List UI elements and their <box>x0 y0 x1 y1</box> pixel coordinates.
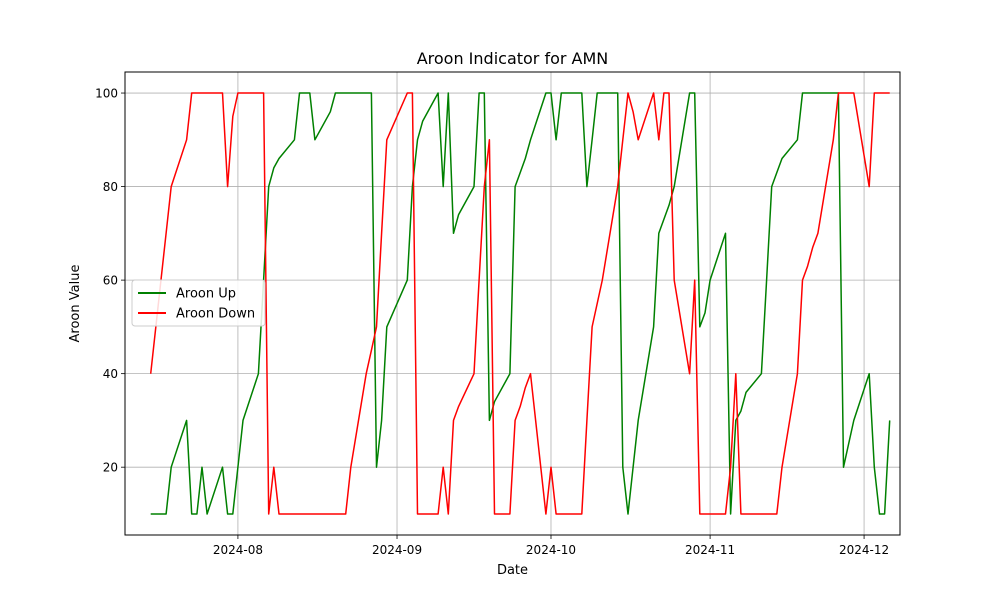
y-axis-label: Aroon Value <box>68 265 83 343</box>
x-tick-label: 2024-12 <box>839 543 889 557</box>
y-tick-label: 80 <box>103 180 118 194</box>
legend-label-aroon-down: Aroon Down <box>176 307 255 322</box>
y-tick-label: 100 <box>95 87 118 101</box>
chart-title: Aroon Indicator for AMN <box>417 49 609 68</box>
x-tick-label: 2024-10 <box>526 543 576 557</box>
x-tick-label: 2024-09 <box>372 543 422 557</box>
x-tick-label: 2024-08 <box>213 543 263 557</box>
legend-box <box>131 279 266 327</box>
legend: Aroon Up Aroon Down <box>131 279 266 327</box>
legend-label-aroon-up: Aroon Up <box>176 287 236 302</box>
y-tick-label: 20 <box>103 461 118 475</box>
y-tick-label: 40 <box>103 367 118 381</box>
x-axis-ticks: 2024-08 2024-09 2024-10 2024-11 2024-12 <box>213 535 889 557</box>
y-axis-ticks: 20 40 60 80 100 <box>95 87 125 475</box>
plot-frame <box>124 71 901 536</box>
x-axis-label: Date <box>497 563 528 578</box>
x-tick-label: 2024-11 <box>685 543 735 557</box>
series-line-aroon-down <box>149 92 890 515</box>
y-tick-label: 60 <box>103 274 118 288</box>
series-line-aroon-up <box>150 92 891 515</box>
series-lines <box>149 92 891 515</box>
